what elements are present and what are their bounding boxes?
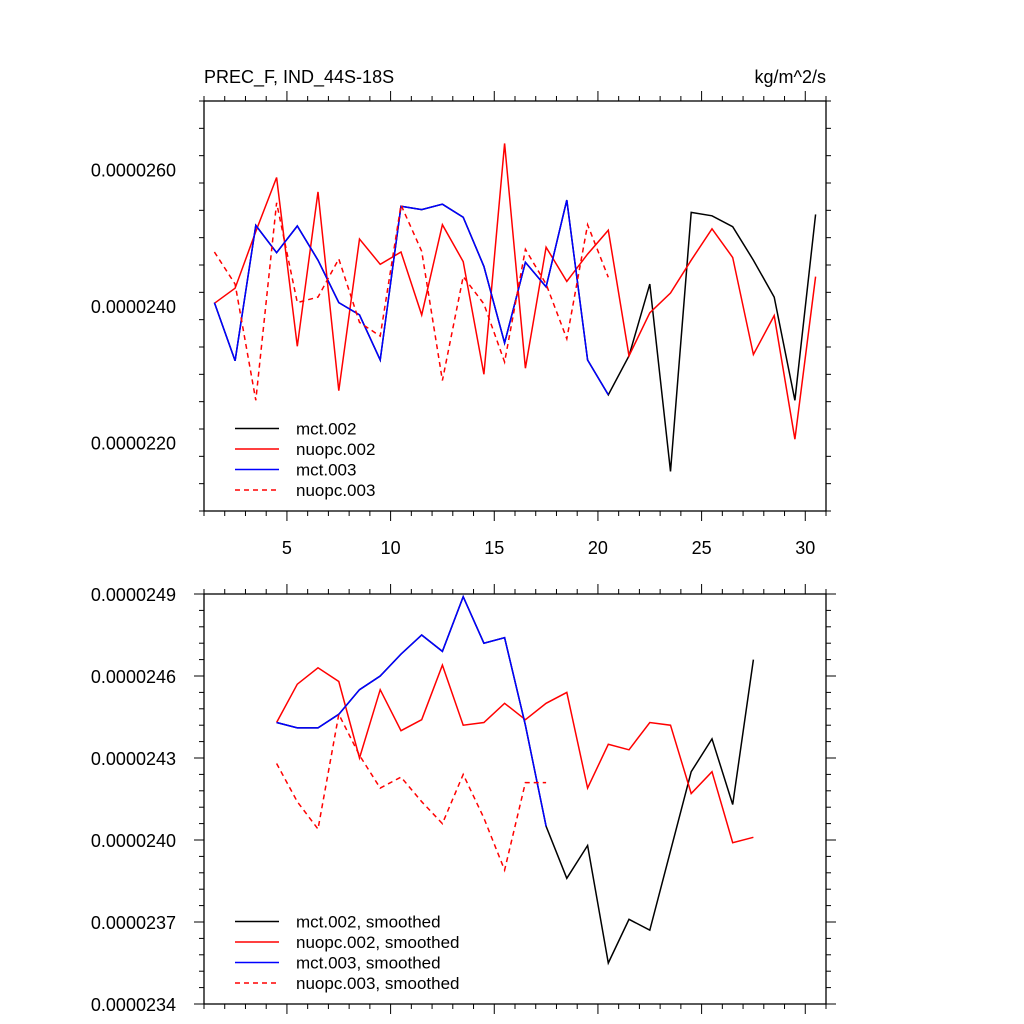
x-tick-label: 30 [795,538,815,558]
series-line-mct-003 [213,199,609,396]
y-tick-label: 0.0000249 [91,585,176,605]
y-tick-label: 0.0000246 [91,667,176,687]
x-tick-label: 5 [282,538,292,558]
series-line-nuopc-002 [213,143,817,440]
y-tick-label: 0.0000243 [91,749,176,769]
y-tick-label: 0.0000240 [91,831,176,851]
series-line-nuopc-003-smoothed [275,711,547,873]
legend-label: nuopc.003 [296,481,375,500]
x-tick-label: 15 [484,538,504,558]
series-line-mct-003-smoothed [276,594,547,827]
chart-title: PREC_F, IND_44S-18S [204,67,394,88]
x-tick-label: 25 [692,538,712,558]
x-tick-label: 20 [588,538,608,558]
legend-label: nuopc.003, smoothed [296,974,460,993]
legend-label: mct.002 [296,420,356,439]
y-tick-label: 0.0000240 [91,297,176,317]
y-tick-label: 0.0000260 [91,160,176,180]
legend-label: mct.003, smoothed [296,954,441,973]
y-tick-label: 0.0000237 [91,913,176,933]
top-panel: PREC_F, IND_44S-18S kg/m^2/s 5 10 15 20 25 30… [91,67,831,558]
legend-label: mct.003 [296,461,356,480]
legend-label: nuopc.002 [296,440,375,459]
units-label: kg/m^2/s [755,67,826,87]
bottom-panel: 0.0000234 0.0000237 0.0000240 0.0000243 0.00… [91,584,836,1015]
y-tick-label: 0.0000234 [91,995,176,1015]
y-tick-label: 0.0000220 [91,434,176,454]
series-line-nuopc-002-smoothed [275,662,754,844]
series-line-nuopc-003 [213,202,609,401]
series-line-mct-002-smoothed [276,594,755,966]
legend-label: nuopc.002, smoothed [296,933,460,952]
legend-label: mct.002, smoothed [296,913,441,932]
x-tick-label: 10 [381,538,401,558]
